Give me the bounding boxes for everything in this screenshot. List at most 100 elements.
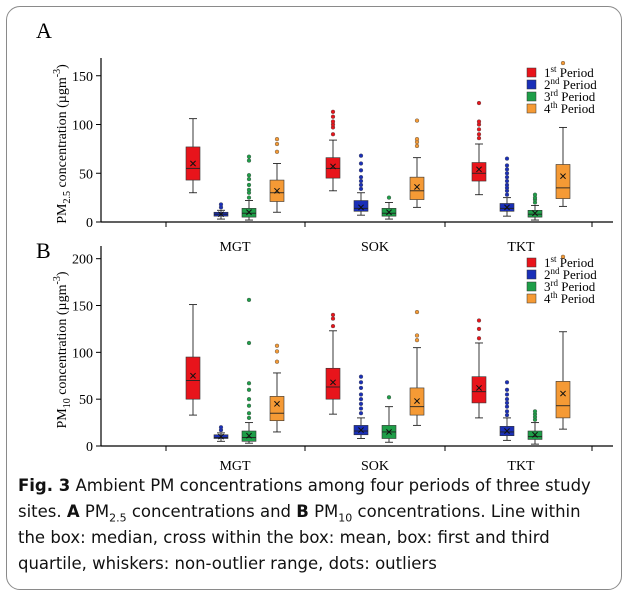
outlier-dot [358, 411, 364, 416]
box-iqr [471, 376, 487, 404]
outlier-dot [476, 136, 482, 141]
mean-cross [246, 209, 252, 216]
caption-sub10: 10 [338, 511, 353, 525]
mean-cross [218, 211, 224, 218]
outlier-dot [246, 187, 252, 192]
outlier-dot [358, 385, 364, 391]
outlier-dot [330, 312, 336, 317]
outlier-dot [504, 387, 510, 392]
mean-cross [414, 398, 420, 404]
mean-cross [330, 379, 336, 386]
box-mgt-period-4 [269, 137, 285, 213]
outlier-dot [246, 177, 252, 182]
figure-caption: Fig. 3 Ambient PM concentrations among f… [18, 473, 608, 577]
legend-label: 2nd Period [544, 76, 597, 92]
outlier-dot [386, 395, 392, 400]
box-mgt-period-4 [269, 343, 285, 433]
legend-label: 4th Period [544, 290, 595, 306]
legend-label: 2nd Period [544, 266, 597, 282]
figure-frame [6, 6, 622, 590]
outlier-dot [330, 132, 336, 137]
outlier-dot [330, 109, 336, 114]
outlier-dot [246, 158, 252, 163]
legend-swatch [526, 103, 537, 114]
outlier-dot [218, 425, 224, 430]
outlier-dot [414, 309, 420, 315]
legend-label: 3rd Period [544, 88, 596, 104]
outlier-dot [358, 168, 364, 173]
box-mgt-period-1 [185, 118, 201, 194]
outlier-dot [358, 374, 364, 379]
box-tkt-period-1 [471, 318, 487, 419]
outlier-dot [246, 387, 252, 392]
box-tkt-period-4 [555, 60, 571, 207]
outlier-dot [246, 381, 252, 386]
outlier-dot [246, 403, 252, 408]
outlier-dot [504, 397, 510, 402]
mean-cross [476, 166, 482, 173]
outlier-dot [358, 182, 364, 188]
box-mgt-period-2 [213, 202, 229, 220]
outlier-dot [504, 192, 510, 197]
outlier-dot [246, 173, 252, 178]
caption-sub25: 2.5 [109, 511, 127, 525]
outlier-dot [504, 167, 510, 172]
mean-cross [532, 210, 538, 217]
outlier-dot [358, 397, 364, 402]
box-tkt-period-2 [499, 156, 515, 217]
outlier-dot [504, 175, 510, 180]
box-sok-period-2 [353, 153, 369, 216]
outlier-dot [358, 401, 364, 406]
mean-cross [246, 432, 252, 439]
caption-text-1: Ambient PM concentrations among four per… [18, 476, 591, 521]
mean-cross [190, 372, 196, 379]
mean-cross [560, 173, 566, 180]
box-mgt-period-3 [241, 154, 257, 221]
outlier-dot [476, 127, 482, 132]
mean-cross [274, 400, 280, 407]
box-iqr [409, 176, 425, 200]
outlier-dot [504, 404, 510, 409]
outlier-dot [476, 119, 482, 124]
outlier-dot [274, 343, 280, 348]
mean-cross [358, 427, 364, 434]
caption-pm25: PM [79, 502, 110, 521]
box-sok-period-3 [381, 395, 397, 443]
box-mgt-period-3 [241, 297, 257, 444]
box-sok-period-1 [325, 312, 341, 415]
box-sok-period-3 [381, 195, 397, 220]
outlier-dot [246, 397, 252, 402]
category-label: TKT [507, 459, 535, 470]
outlier-dot [414, 333, 420, 338]
mean-cross [218, 433, 224, 440]
caption-text-3: concentrations. Line within the box: med… [18, 502, 581, 573]
box-iqr [185, 356, 201, 400]
mean-cross [560, 390, 566, 397]
outlier-dot [560, 60, 566, 66]
box-iqr [555, 164, 571, 199]
box-sok-period-4 [409, 118, 425, 208]
outlier-dot [246, 415, 252, 421]
outlier-dot [246, 182, 252, 188]
outlier-dot [504, 156, 510, 161]
mean-cross [504, 428, 510, 434]
y-tick-label: 150 [72, 300, 93, 315]
caption-pm10: PM [308, 502, 339, 521]
box-tkt-period-2 [499, 380, 515, 441]
y-axis-label: PM10 concentration (µgm-3) [52, 271, 73, 428]
category-label: MGT [219, 240, 251, 255]
outlier-dot [274, 141, 280, 147]
outlier-dot [358, 406, 364, 411]
mean-cross [274, 187, 280, 194]
mean-cross [414, 183, 420, 190]
y-tick-label: 50 [79, 167, 93, 182]
box-tkt-period-3 [527, 192, 543, 221]
outlier-dot [504, 412, 510, 418]
mean-cross [386, 209, 392, 216]
category-label: TKT [507, 240, 535, 255]
outlier-dot [476, 318, 482, 323]
legend-label: 4th Period [544, 100, 595, 116]
